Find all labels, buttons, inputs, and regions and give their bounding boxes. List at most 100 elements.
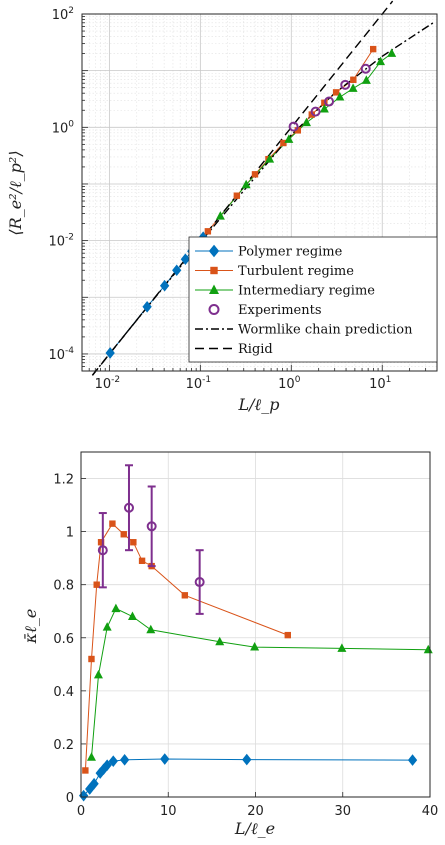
legend-label-turbulent-regime: Turbulent regime (238, 264, 354, 279)
bottom-point-turbulent-regime (97, 539, 105, 546)
top-point-intermediary-regime (361, 75, 371, 84)
top-y-tick-label: 10-4 (48, 346, 74, 363)
bottom-point-intermediary-regime (423, 644, 433, 654)
bottom-y-tick-label: 0.8 (53, 579, 74, 594)
top-point-polymer-regime (105, 347, 115, 359)
legend-marker-polymer-regime (208, 244, 220, 258)
top-point-turbulent-regime (294, 127, 302, 134)
bottom-x-axis-label: L/ℓ_e (234, 819, 275, 838)
bottom-point-experiments (123, 502, 134, 513)
bottom-point-turbulent-regime (88, 655, 95, 663)
legend-label-polymer-regime: Polymer regime (238, 245, 343, 260)
bottom-point-turbulent-regime (138, 557, 146, 565)
top-point-experiments (340, 79, 351, 90)
bottom-x-tick-label: 30 (334, 804, 351, 819)
top-point-turbulent-regime (204, 228, 212, 235)
legend-label-rigid: Rigid (238, 342, 273, 357)
bottom-y-tick-label: 1 (66, 526, 74, 541)
top-point-turbulent-regime (369, 45, 377, 53)
bottom-point-intermediary-regime (250, 642, 260, 651)
legend-marker-turbulent-regime (210, 266, 218, 275)
bottom-series-lines (83, 522, 429, 797)
bottom-point-turbulent-regime (284, 631, 291, 639)
top-plot-frame (81, 13, 438, 372)
bottom-series-markers (78, 464, 433, 802)
top-point-polymer-regime (172, 264, 182, 277)
bottom-point-turbulent-regime (181, 592, 189, 599)
bottom-point-polymer-regime (407, 754, 418, 766)
top-point-intermediary-regime (387, 48, 397, 57)
bottom-point-polymer-regime (108, 755, 118, 767)
bottom-point-polymer-regime (119, 754, 130, 766)
bottom-point-turbulent-regime (109, 520, 116, 527)
top-point-intermediary-regime (241, 179, 251, 189)
top-x-tick-labels: 10-2 10-1 100 101 (95, 375, 392, 392)
top-point-turbulent-regime (332, 89, 340, 96)
top-point-intermediary-regime (376, 56, 386, 66)
bottom-x-tick-label: 40 (422, 804, 439, 819)
top-y-axis-label: ⟨R_e²/ℓ_p²⟩ (6, 150, 25, 235)
top-x-axis-label: L/ℓ_p (238, 395, 280, 414)
top-chart-log-log: 10-2 10-1 100 101 10-4 10-2 100 102 L/ℓ_p ⟨R_e… (6, 0, 438, 414)
bottom-point-polymer-regime (242, 753, 252, 766)
bottom-point-polymer-regime (102, 759, 112, 771)
top-point-experiments (288, 121, 299, 132)
top-point-intermediary-regime (335, 92, 345, 101)
bottom-plot-frame (80, 451, 431, 798)
bottom-line-intermediary-regime (91, 607, 429, 758)
top-point-polymer-regime (142, 300, 152, 313)
top-point-intermediary-regime (215, 211, 225, 220)
top-point-intermediary-regime (265, 154, 275, 163)
bottom-x-tick-label: 20 (247, 804, 264, 819)
bottom-y-tick-label: 0.2 (53, 738, 74, 753)
top-point-intermediary-regime (284, 134, 294, 143)
bottom-point-experiments (97, 545, 108, 556)
bottom-grid (80, 452, 431, 798)
top-point-turbulent-regime (251, 171, 259, 178)
bottom-point-turbulent-regime (82, 767, 89, 774)
top-y-tick-labels: 10-4 10-2 100 102 (48, 6, 74, 363)
bottom-point-experiments (146, 521, 157, 532)
top-x-tick-label: 10-2 (95, 375, 121, 392)
bottom-point-intermediary-regime (111, 603, 121, 613)
top-point-intermediary-regime (319, 104, 329, 113)
bottom-x-tick-label: 10 (160, 804, 177, 819)
bottom-point-polymer-regime (89, 777, 99, 790)
bottom-point-intermediary-regime (146, 624, 156, 634)
legend-box (188, 236, 438, 363)
bottom-point-intermediary-regime (102, 622, 112, 631)
top-y-tick-label: 100 (52, 119, 75, 136)
top-point-intermediary-regime (302, 117, 312, 127)
bottom-point-turbulent-regime (130, 539, 137, 546)
bottom-point-polymer-regime (160, 753, 170, 765)
top-y-tick-label: 10-2 (48, 233, 74, 250)
bottom-y-axis-label: κ̄ℓ_e (21, 609, 40, 645)
bottom-point-intermediary-regime (215, 636, 225, 646)
bottom-y-tick-label: 1.2 (53, 473, 74, 488)
top-point-turbulent-regime (233, 192, 241, 199)
top-point-polymer-regime (159, 279, 170, 292)
top-x-tick-label: 10-1 (186, 375, 212, 392)
bottom-chart-linear: 0 10 20 30 40 0 0.2 0.4 0.6 0.8 1 1.2 L/ℓ_e κ̄ℓ_e (21, 451, 439, 838)
top-x-tick-label: 101 (369, 375, 391, 392)
bottom-y-tick-labels: 0 0.2 0.4 0.6 0.8 1 1.2 (53, 473, 74, 806)
bottom-point-intermediary-regime (337, 643, 347, 652)
bottom-y-tick-label: 0.4 (53, 685, 74, 700)
top-y-tick-label: 102 (52, 6, 74, 23)
bottom-point-intermediary-regime (93, 669, 103, 679)
bottom-point-turbulent-regime (120, 531, 127, 538)
bottom-point-intermediary-regime (127, 611, 137, 621)
bottom-point-turbulent-regime (93, 581, 100, 588)
legend-marker-experiments (208, 304, 220, 315)
legend: Polymer regime Turbulent regime Intermedia… (188, 236, 438, 363)
legend-marker-intermediary-regime (209, 284, 219, 294)
top-point-turbulent-regime (350, 76, 357, 83)
bottom-point-intermediary-regime (86, 752, 96, 761)
bottom-x-tick-label: 0 (77, 804, 85, 819)
top-point-experiments (324, 96, 335, 107)
bottom-point-experiments (194, 577, 205, 588)
top-point-turbulent-regime (280, 139, 287, 147)
legend-label-wormlike-chain-prediction: Wormlike chain prediction (238, 323, 413, 338)
top-point-experiments (360, 63, 371, 74)
